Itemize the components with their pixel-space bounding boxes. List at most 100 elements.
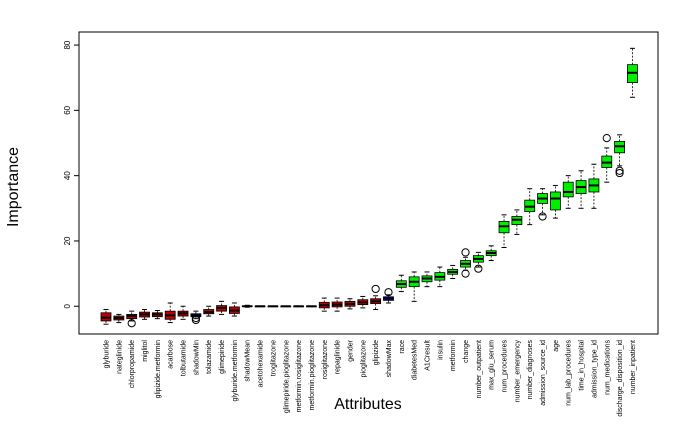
box-nateglinide	[113, 313, 125, 324]
x-tick-label: number_diagnoses	[527, 340, 534, 400]
box-troglitazone	[267, 305, 279, 308]
x-tick-label: shadowMax	[386, 340, 393, 378]
outlier-point	[371, 284, 380, 294]
x-tick-label: glipizide	[373, 340, 380, 365]
iqr-box	[562, 181, 574, 198]
box-A1Cresult	[421, 271, 433, 288]
x-tick-label: glipizide.metformin	[155, 340, 162, 398]
box-glipizide.metformin	[151, 309, 163, 320]
x-tick-label: shadowMin	[193, 340, 200, 376]
box-time_in_hospital	[575, 170, 587, 209]
outlier-point	[615, 166, 624, 175]
outlier-point	[602, 134, 611, 143]
x-tick-label: discharge_disposition_id	[617, 340, 624, 417]
box-shadowMax	[383, 288, 394, 304]
x-tick-label: change	[463, 340, 470, 363]
x-tick-label: num_procedures	[502, 340, 509, 393]
x-tick-label: glyburide	[104, 340, 111, 369]
box-glyburide	[100, 309, 112, 325]
y-tick-label: 0	[63, 303, 72, 308]
x-tick-label: acarbose	[168, 340, 175, 369]
box-gender	[344, 298, 356, 310]
y-axis-title: Importance	[5, 147, 22, 227]
x-tick-label: number_emergency	[514, 340, 521, 403]
y-tick-label: 40	[63, 171, 72, 180]
boxes-layer	[100, 47, 638, 328]
box-race	[395, 274, 407, 293]
x-tick-label: gender	[347, 339, 354, 361]
outlier-point	[127, 319, 136, 328]
iqr-box	[550, 191, 561, 211]
outlier-point	[474, 264, 483, 273]
x-tick-label: number_outpatient	[476, 340, 483, 398]
box-admission_type_id	[588, 163, 600, 209]
x-tick-label: troglitazone	[270, 340, 277, 376]
box-discharge_disposition_id	[614, 134, 625, 178]
box-shadowMean	[241, 304, 253, 308]
box-chlorpropamide	[126, 310, 138, 328]
y-tick-label: 20	[63, 236, 72, 245]
box-shadowMin	[190, 310, 202, 325]
box-tolbutamide	[177, 305, 189, 320]
x-tick-label: metformin.rosiglitazone	[296, 340, 303, 412]
box-glimepiride.pioglitazone	[280, 305, 292, 308]
x-tick-label: num_medications	[604, 340, 611, 395]
x-tick-label: number_inpatient	[630, 340, 637, 394]
box-repaglinide	[331, 297, 343, 312]
box-diabetesMed	[408, 271, 420, 302]
box-miglitol	[139, 309, 150, 320]
x-tick-label: race	[399, 340, 406, 354]
x-tick-label: diabetesMed	[412, 340, 419, 380]
x-tick-label: max_glu_serum	[489, 340, 496, 390]
x-tick-label: metformin	[450, 340, 457, 371]
box-admission_source_id	[537, 188, 548, 221]
x-tick-label: miglitol	[142, 340, 149, 362]
x-tick-label: glimepiride.pioglitazone	[283, 340, 290, 413]
outlier-point	[191, 313, 200, 323]
box-metformin	[447, 264, 459, 279]
y-tick-label: 80	[63, 40, 72, 49]
box-glipizide	[370, 284, 382, 311]
box-number_inpatient	[627, 47, 638, 98]
x-tick-label: glimepiride	[219, 340, 226, 374]
outlier-point	[461, 248, 470, 257]
outlier-point	[384, 288, 393, 297]
box-metformin.pioglitazone	[306, 305, 317, 308]
x-tick-label: nateglinide	[116, 340, 123, 374]
x-tick-label: A1Cresult	[425, 340, 432, 371]
box-glyburide.metformin	[228, 302, 240, 317]
box-num_lab_procedures	[562, 175, 574, 209]
x-axis-tick-labels: glyburide nateglinide chlorpropamide miglit…	[104, 339, 637, 416]
x-tick-label: num_lab_procedures	[566, 340, 573, 406]
x-tick-label: acetohexamide	[258, 340, 265, 388]
x-tick-label: metformin.pioglitazone	[309, 340, 316, 411]
box-number_diagnoses	[524, 188, 536, 226]
box-tolazamide	[203, 305, 215, 317]
x-tick-label: glyburide.metformin	[232, 340, 239, 402]
y-axis: 0 20 40 60 80	[63, 40, 80, 308]
box-glimepiride	[216, 300, 227, 315]
box-insulin	[434, 266, 446, 288]
x-tick-label: age	[553, 340, 560, 352]
x-tick-label: chlorpropamide	[129, 340, 136, 388]
x-tick-label: repaglinide	[335, 340, 342, 374]
box-age	[550, 184, 561, 219]
x-tick-label: tolazamide	[206, 340, 213, 374]
box-change	[460, 248, 471, 278]
x-tick-label: insulin	[437, 340, 444, 360]
box-number_outpatient	[472, 251, 484, 273]
x-tick-label: shadowMean	[245, 340, 252, 382]
box-num_medications	[601, 134, 613, 183]
x-tick-label: time_in_hospital	[579, 340, 586, 391]
x-tick-label: admission_type_id	[591, 340, 598, 398]
outlier-point	[461, 269, 470, 278]
x-tick-label: rosiglitazone	[322, 340, 329, 379]
box-max_glu_serum	[485, 245, 497, 262]
box-pioglitazone	[357, 295, 369, 309]
x-tick-label: pioglitazone	[360, 340, 367, 377]
x-tick-label: tolbutamide	[181, 340, 188, 376]
x-tick-label: admission_source_id	[540, 340, 547, 406]
box-acarbose	[164, 302, 176, 324]
box-num_procedures	[498, 214, 510, 248]
